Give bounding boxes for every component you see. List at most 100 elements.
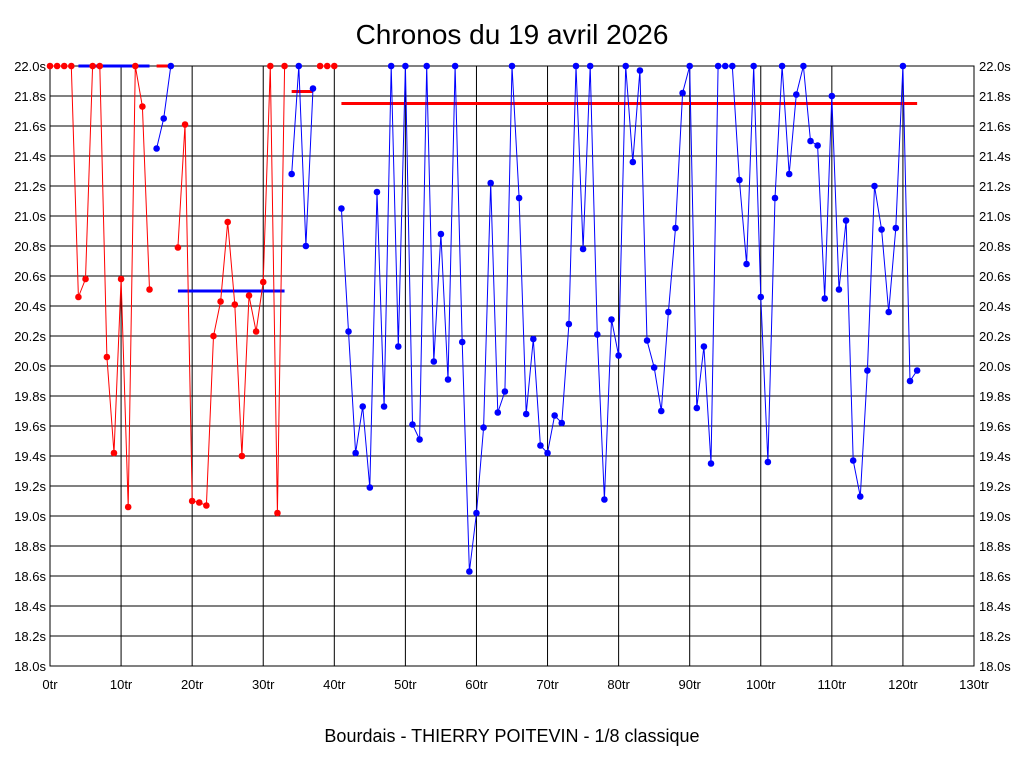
data-point [458, 338, 466, 346]
y-tick-label-right: 19.4s [979, 449, 1011, 464]
data-point [622, 62, 630, 70]
data-point [274, 509, 281, 517]
data-point [721, 62, 729, 70]
data-point [394, 343, 402, 350]
x-tick-label: 30tr [252, 677, 275, 692]
data-point [736, 176, 743, 184]
y-tick-label-left: 22.0s [14, 59, 46, 74]
data-point [423, 62, 431, 70]
data-point [380, 403, 388, 410]
y-tick-label-left: 19.6s [14, 419, 46, 434]
data-point [729, 62, 736, 70]
data-point [146, 286, 153, 293]
y-tick-label-right: 20.4s [979, 299, 1011, 314]
y-tick-label-right: 18.6s [979, 569, 1011, 584]
data-point [444, 376, 452, 383]
data-point [785, 170, 793, 178]
data-point [657, 407, 665, 415]
data-point [707, 460, 715, 467]
data-point [366, 484, 374, 491]
data-point [530, 335, 537, 343]
data-point [124, 503, 132, 511]
y-tick-label-left: 21.0s [14, 209, 46, 224]
data-point [302, 242, 310, 250]
x-tick-label: 70tr [536, 677, 559, 692]
data-point [864, 367, 871, 374]
y-tick-label-left: 19.4s [14, 449, 46, 464]
data-point [508, 62, 516, 70]
data-point [316, 62, 324, 70]
data-point [160, 115, 168, 122]
x-tick-label: 40tr [323, 677, 346, 692]
data-point [693, 404, 701, 412]
data-point [373, 188, 381, 196]
data-point [835, 286, 843, 293]
data-point [558, 419, 566, 427]
y-tick-label-left: 21.4s [14, 149, 46, 164]
data-point [892, 224, 900, 232]
data-point [679, 89, 686, 97]
x-tick-label: 90tr [678, 677, 701, 692]
series-points [46, 62, 921, 575]
data-point [593, 331, 601, 338]
data-point [153, 145, 160, 152]
data-point [686, 62, 693, 70]
data-point [345, 328, 352, 335]
data-point [117, 275, 125, 283]
y-tick-label-left: 20.6s [14, 269, 46, 284]
data-point [110, 449, 118, 457]
data-point [167, 62, 175, 70]
data-point [643, 337, 651, 344]
data-point [288, 170, 295, 178]
series-lines [50, 65, 918, 572]
data-point [46, 62, 54, 70]
data-point [807, 137, 814, 145]
data-point [501, 388, 509, 395]
data-point [565, 320, 573, 328]
y-tick-label-right: 18.2s [979, 629, 1011, 644]
data-point [195, 499, 203, 506]
y-tick-label-right: 18.8s [979, 539, 1011, 554]
data-point [416, 436, 423, 443]
data-point [451, 62, 459, 70]
data-point [871, 182, 878, 190]
data-point [295, 62, 303, 70]
data-point [352, 449, 359, 457]
y-tick-label-left: 20.4s [14, 299, 46, 314]
data-point [103, 353, 111, 361]
data-point [224, 218, 231, 226]
data-point [387, 62, 395, 70]
data-point [672, 224, 679, 232]
data-point [515, 194, 523, 202]
data-point [281, 62, 288, 70]
y-tick-label-right: 21.0s [979, 209, 1011, 224]
x-tick-label: 100tr [746, 677, 776, 692]
data-point [188, 497, 196, 505]
y-tick-label-left: 20.0s [14, 359, 46, 374]
data-point [494, 409, 502, 416]
data-point [913, 367, 921, 374]
chart-caption: Bourdais - THIERRY POITEVIN - 1/8 classi… [324, 726, 699, 746]
data-point [821, 295, 829, 302]
y-tick-label-right: 22.0s [979, 59, 1011, 74]
series-line [177, 65, 286, 514]
data-point [586, 62, 594, 70]
data-point [778, 62, 786, 70]
y-tick-label-right: 19.8s [979, 389, 1011, 404]
data-point [181, 121, 189, 128]
data-point [466, 568, 473, 575]
y-tick-label-right: 19.0s [979, 509, 1011, 524]
y-tick-label-left: 19.8s [14, 389, 46, 404]
data-point [750, 62, 757, 70]
data-point [402, 62, 409, 70]
data-point [544, 449, 551, 457]
series-line [340, 65, 918, 572]
data-point [899, 62, 907, 70]
data-point [849, 457, 857, 464]
data-point [650, 364, 658, 371]
data-point [430, 358, 438, 365]
y-tick-label-left: 20.8s [14, 239, 46, 254]
x-tick-label: 0tr [42, 677, 58, 692]
data-point [764, 458, 772, 466]
